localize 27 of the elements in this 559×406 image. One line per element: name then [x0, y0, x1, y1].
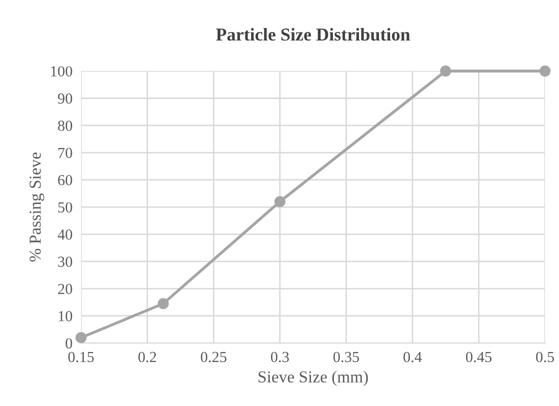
- x-tick-label: 0.3: [270, 352, 289, 362]
- point: [274, 196, 286, 208]
- chart-title: Particle Size Distribution: [216, 28, 410, 41]
- y-tick-label: 0: [66, 338, 72, 349]
- x-tick-label: 0.2: [138, 352, 156, 362]
- y-tick-label: 100: [51, 66, 72, 76]
- x-tick-label: 0.45: [466, 352, 492, 362]
- y-tick-label: 20: [58, 284, 72, 294]
- y-tick-label: 10: [58, 311, 72, 322]
- y-tick-label: 30: [58, 256, 72, 267]
- x-tick-label: 0.15: [68, 352, 94, 362]
- y-tick-label: 80: [58, 120, 72, 131]
- y-tick-label: 40: [58, 229, 72, 240]
- x-tick-label: 0.4: [403, 352, 422, 362]
- x-tick-label: 0.25: [200, 352, 226, 362]
- x-tick-label: 0.35: [333, 352, 359, 362]
- x-tick-label: 0.5: [536, 352, 554, 362]
- point: [158, 298, 169, 310]
- y-tick-label: 60: [58, 175, 72, 186]
- point: [440, 65, 452, 77]
- y-tick-label: 90: [58, 93, 72, 104]
- y-tick-label: 70: [58, 148, 72, 158]
- point: [539, 65, 551, 77]
- point: [76, 332, 87, 344]
- y-axis-title: % Passing Sieve: [30, 152, 44, 262]
- y-tick-label: 50: [58, 202, 72, 213]
- x-axis-title: Sieve Size (mm): [258, 370, 368, 386]
